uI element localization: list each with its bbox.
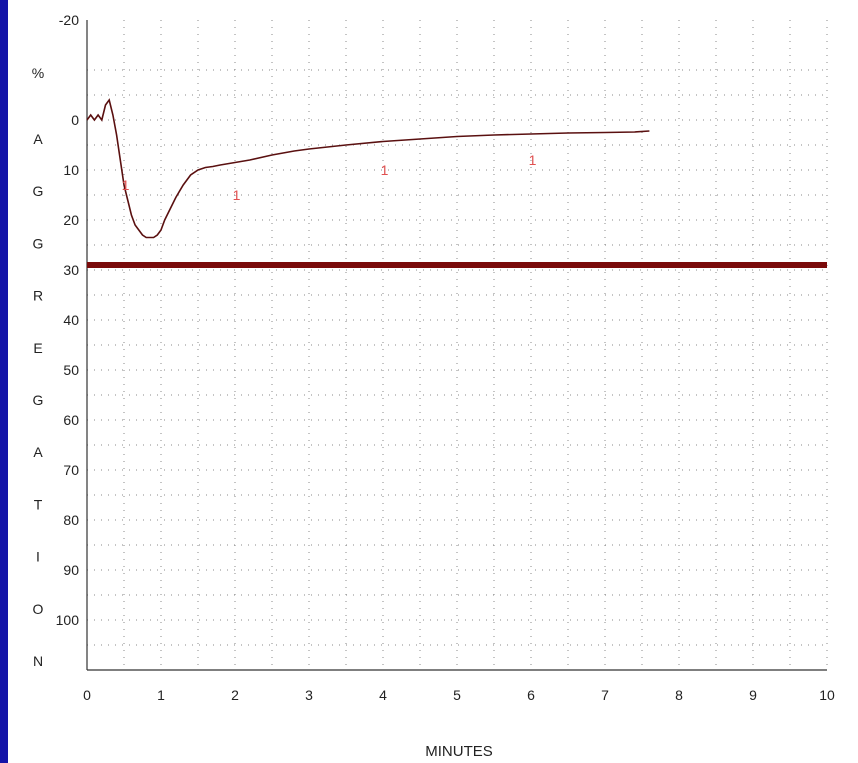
grid-lines [87,20,827,670]
y-axis-letter: T [34,496,43,512]
y-axis-letter: R [33,288,43,304]
annotation-mark: 1 [122,177,130,193]
x-tick-label: 2 [231,687,239,703]
y-axis-letter: G [33,183,44,199]
y-tick-label: 40 [63,312,79,328]
y-tick-label: 70 [63,462,79,478]
series-line [87,100,649,238]
x-tick-label: 5 [453,687,461,703]
annotation-mark: 1 [381,162,389,178]
x-tick-label: 6 [527,687,535,703]
y-axis-unit: % [32,65,44,81]
x-tick-labels: 0 1 2 3 4 5 6 7 8 9 10 [83,687,835,703]
annotations: 1 1 1 1 [122,152,537,203]
y-axis-letter: N [33,653,43,669]
y-tick-labels: -20 0 10 20 30 40 50 60 70 80 90 100 [56,12,80,628]
y-tick-label: 30 [63,262,79,278]
x-tick-label: 1 [157,687,165,703]
y-tick-label: 10 [63,162,79,178]
x-tick-label: 7 [601,687,609,703]
y-axis-letter: G [33,235,44,251]
chart-panel: -20 0 10 20 30 40 50 60 70 80 90 100 0 1 2 3 4 5 6 7 8 9 10 %… [8,0,858,763]
annotation-mark: 1 [529,152,537,168]
y-tick-label: 20 [63,212,79,228]
y-tick-label: 50 [63,362,79,378]
y-axis-letter: I [36,549,40,565]
y-axis-letter: A [33,444,43,460]
annotation-mark: 1 [233,187,241,203]
aggregation-chart: -20 0 10 20 30 40 50 60 70 80 90 100 0 1 2 3 4 5 6 7 8 9 10 %… [8,0,858,763]
x-axis-label: MINUTES [425,743,493,760]
y-axis-letter: A [33,131,43,147]
y-axis-letter: E [33,340,42,356]
y-axis-label: % A G G R E G A T I O N [32,65,44,669]
x-tick-label: 4 [379,687,387,703]
x-tick-label: 9 [749,687,757,703]
y-axis-letter: O [33,601,44,617]
x-tick-label: 0 [83,687,91,703]
x-tick-label: 10 [819,687,835,703]
y-tick-label: 60 [63,412,79,428]
axes [87,20,827,670]
y-axis-letter: G [33,392,44,408]
y-tick-label: 90 [63,562,79,578]
y-tick-label: 0 [71,112,79,128]
x-tick-label: 8 [675,687,683,703]
x-tick-label: 3 [305,687,313,703]
y-tick-label: -20 [59,12,79,28]
y-tick-label: 100 [56,612,80,628]
y-tick-label: 80 [63,512,79,528]
